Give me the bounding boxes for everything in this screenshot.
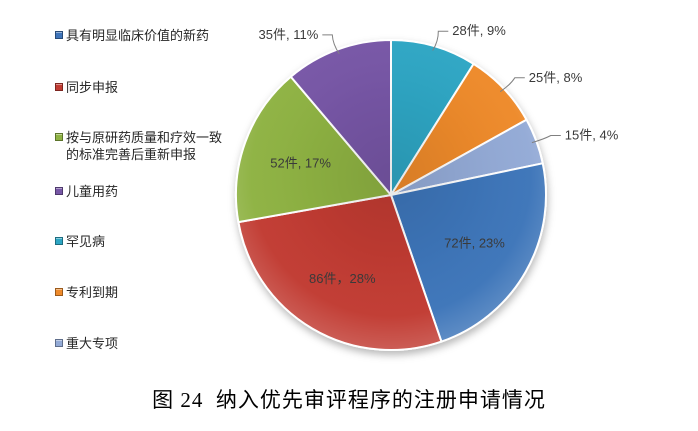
legend-item-label: 具有明显临床价值的新药 [66,28,210,43]
legend-item-label: 儿童用药 [66,184,119,199]
figure-caption: 图 24 纳入优先审评程序的注册申请情况 [152,388,546,412]
legend-item-label: 同步申报 [66,80,119,95]
legend-item-rework-to-originator-standard: 按与原研药质量和疗效一致的标准完善后重新申报 [55,129,235,163]
pie-data-label-children-medicine: 35件, 11% [259,27,319,42]
pie-legend: 具有明显临床价值的新药 同步申报 按与原研药质量和疗效一致的标准完善后重新申报 … [0,0,240,380]
label-leader-line-rare-disease [432,30,449,51]
pie-data-label-new-drug-clinical-value: 72件, 23% [444,236,505,251]
legend-item-label: 重大专项 [66,336,119,351]
legend-swatch-icon [55,31,63,39]
legend-swatch-icon [55,83,63,91]
pie-data-label-rework-to-originator-standard: 52件, 17% [270,155,331,170]
legend-item-children-medicine: 儿童用药 [55,183,235,200]
legend-swatch-icon [55,133,63,141]
legend-item-label: 罕见病 [66,234,106,249]
legend-item-major-project: 重大专项 [55,335,235,352]
pie-data-label-major-project: 15件, 4% [565,128,619,143]
pie-data-label-patent-expiry: 25件, 8% [529,70,583,85]
legend-item-rare-disease: 罕见病 [55,233,235,250]
label-leader-line-major-project [531,135,561,144]
label-leader-line-patent-expiry [499,77,525,93]
legend-item-label: 专利到期 [66,285,119,300]
pie-labels-group: 28件, 9% 25件, 8% 15件, 4% 72件, 23% 86件，28% 52件,… [259,23,619,286]
legend-swatch-icon [55,288,63,296]
pie-chart-area: 28件, 9% 25件, 8% 15件, 4% 72件, 23% 86件，28% 52件,… [0,0,619,380]
legend-swatch-icon [55,237,63,245]
pie-data-label-simultaneous-application: 86件，28% [309,271,376,286]
legend-swatch-icon [55,339,63,347]
label-leader-line-children-medicine [322,34,340,55]
legend-item-patent-expiry: 专利到期 [55,284,235,301]
pie-data-label-rare-disease: 28件, 9% [452,23,506,38]
legend-item-label: 按与原研药质量和疗效一致的标准完善后重新申报 [66,130,223,162]
legend-swatch-icon [55,187,63,195]
legend-item-simultaneous-application: 同步申报 [55,79,235,96]
pie-slices-group [235,39,547,352]
legend-item-new-drug-clinical-value: 具有明显临床价值的新药 [55,27,235,44]
